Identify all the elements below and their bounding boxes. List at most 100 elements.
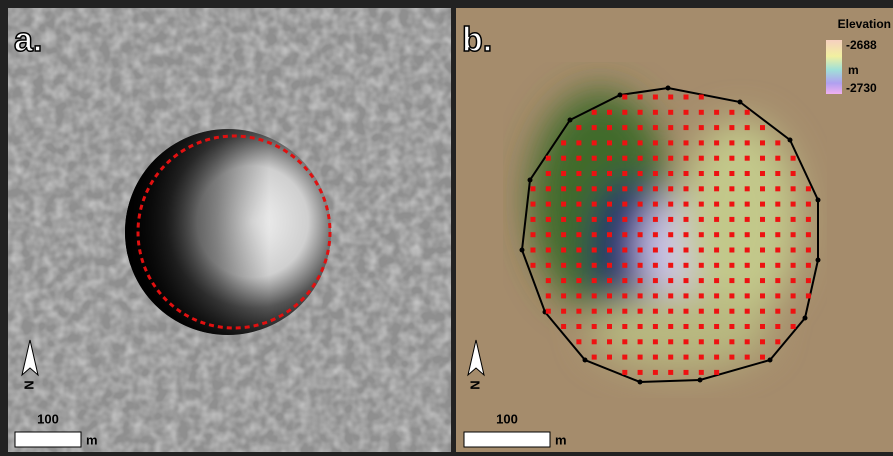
sample-point — [561, 324, 566, 329]
sample-point — [745, 339, 750, 344]
sample-point — [745, 202, 750, 207]
sample-point — [638, 232, 643, 237]
sample-point — [576, 156, 581, 161]
sample-point — [668, 110, 673, 115]
sample-point — [714, 324, 719, 329]
sample-point — [684, 278, 689, 283]
sample-point — [684, 370, 689, 375]
sample-point — [668, 293, 673, 298]
sample-point — [745, 248, 750, 253]
sample-point — [668, 217, 673, 222]
sample-point — [729, 324, 734, 329]
sample-point — [760, 186, 765, 191]
sample-point — [607, 186, 612, 191]
sample-point — [745, 278, 750, 283]
sample-point — [729, 293, 734, 298]
sample-point — [729, 339, 734, 344]
sample-point — [607, 110, 612, 115]
sample-point — [684, 293, 689, 298]
sample-point — [592, 339, 597, 344]
sample-point — [546, 232, 551, 237]
sample-point — [576, 217, 581, 222]
sample-point — [668, 309, 673, 314]
sample-point — [806, 263, 811, 268]
sample-point — [653, 140, 658, 145]
sample-point — [653, 202, 658, 207]
sample-point — [653, 156, 658, 161]
sample-point — [561, 217, 566, 222]
sample-point — [668, 324, 673, 329]
sample-point — [729, 186, 734, 191]
sample-point — [668, 156, 673, 161]
sample-point — [791, 248, 796, 253]
sample-point — [729, 171, 734, 176]
sample-point — [668, 186, 673, 191]
outline-vertex — [618, 93, 623, 98]
sample-point — [561, 263, 566, 268]
sample-point — [714, 110, 719, 115]
sample-point — [638, 278, 643, 283]
sample-point — [775, 248, 780, 253]
sample-point — [684, 95, 689, 100]
sample-point — [699, 95, 704, 100]
sample-point — [806, 186, 811, 191]
outline-vertex — [583, 358, 588, 363]
sample-point — [729, 309, 734, 314]
sample-point — [714, 355, 719, 360]
sample-point — [531, 232, 536, 237]
sample-point — [791, 309, 796, 314]
sample-point — [546, 202, 551, 207]
sample-point — [699, 293, 704, 298]
panel-label: b. — [462, 21, 492, 59]
sample-point — [684, 186, 689, 191]
sample-point — [576, 339, 581, 344]
sample-point — [684, 156, 689, 161]
sample-point — [745, 263, 750, 268]
sample-point — [653, 186, 658, 191]
sample-point — [684, 339, 689, 344]
sample-point — [622, 293, 627, 298]
sample-point — [607, 339, 612, 344]
sample-point — [638, 202, 643, 207]
sample-point — [668, 248, 673, 253]
sample-point — [622, 263, 627, 268]
sample-point — [745, 140, 750, 145]
sample-point — [729, 355, 734, 360]
sample-point — [576, 140, 581, 145]
sample-point — [699, 355, 704, 360]
sample-point — [576, 324, 581, 329]
outline-vertex — [816, 198, 821, 203]
sample-point — [745, 293, 750, 298]
legend-min: -2730 — [846, 81, 877, 95]
sample-point — [806, 232, 811, 237]
sample-point — [745, 186, 750, 191]
legend-ramp — [826, 40, 842, 94]
sample-point — [638, 125, 643, 130]
sample-point — [714, 370, 719, 375]
sample-point — [684, 202, 689, 207]
sample-point — [714, 293, 719, 298]
sample-point — [576, 248, 581, 253]
sample-point — [546, 278, 551, 283]
sample-point — [775, 202, 780, 207]
sample-point — [684, 355, 689, 360]
sample-point — [745, 110, 750, 115]
sample-point — [561, 202, 566, 207]
sample-point — [699, 186, 704, 191]
sample-point — [622, 140, 627, 145]
sample-point — [729, 263, 734, 268]
sample-point — [775, 140, 780, 145]
sample-point — [729, 140, 734, 145]
sample-point — [607, 217, 612, 222]
sample-point — [684, 110, 689, 115]
legend-title: Elevation — [838, 17, 891, 31]
sample-point — [729, 202, 734, 207]
sample-point — [745, 171, 750, 176]
sample-point — [745, 217, 750, 222]
sample-point — [653, 309, 658, 314]
sample-point — [729, 248, 734, 253]
sample-point — [576, 171, 581, 176]
sample-point — [546, 309, 551, 314]
sample-point — [546, 263, 551, 268]
sample-point — [592, 186, 597, 191]
